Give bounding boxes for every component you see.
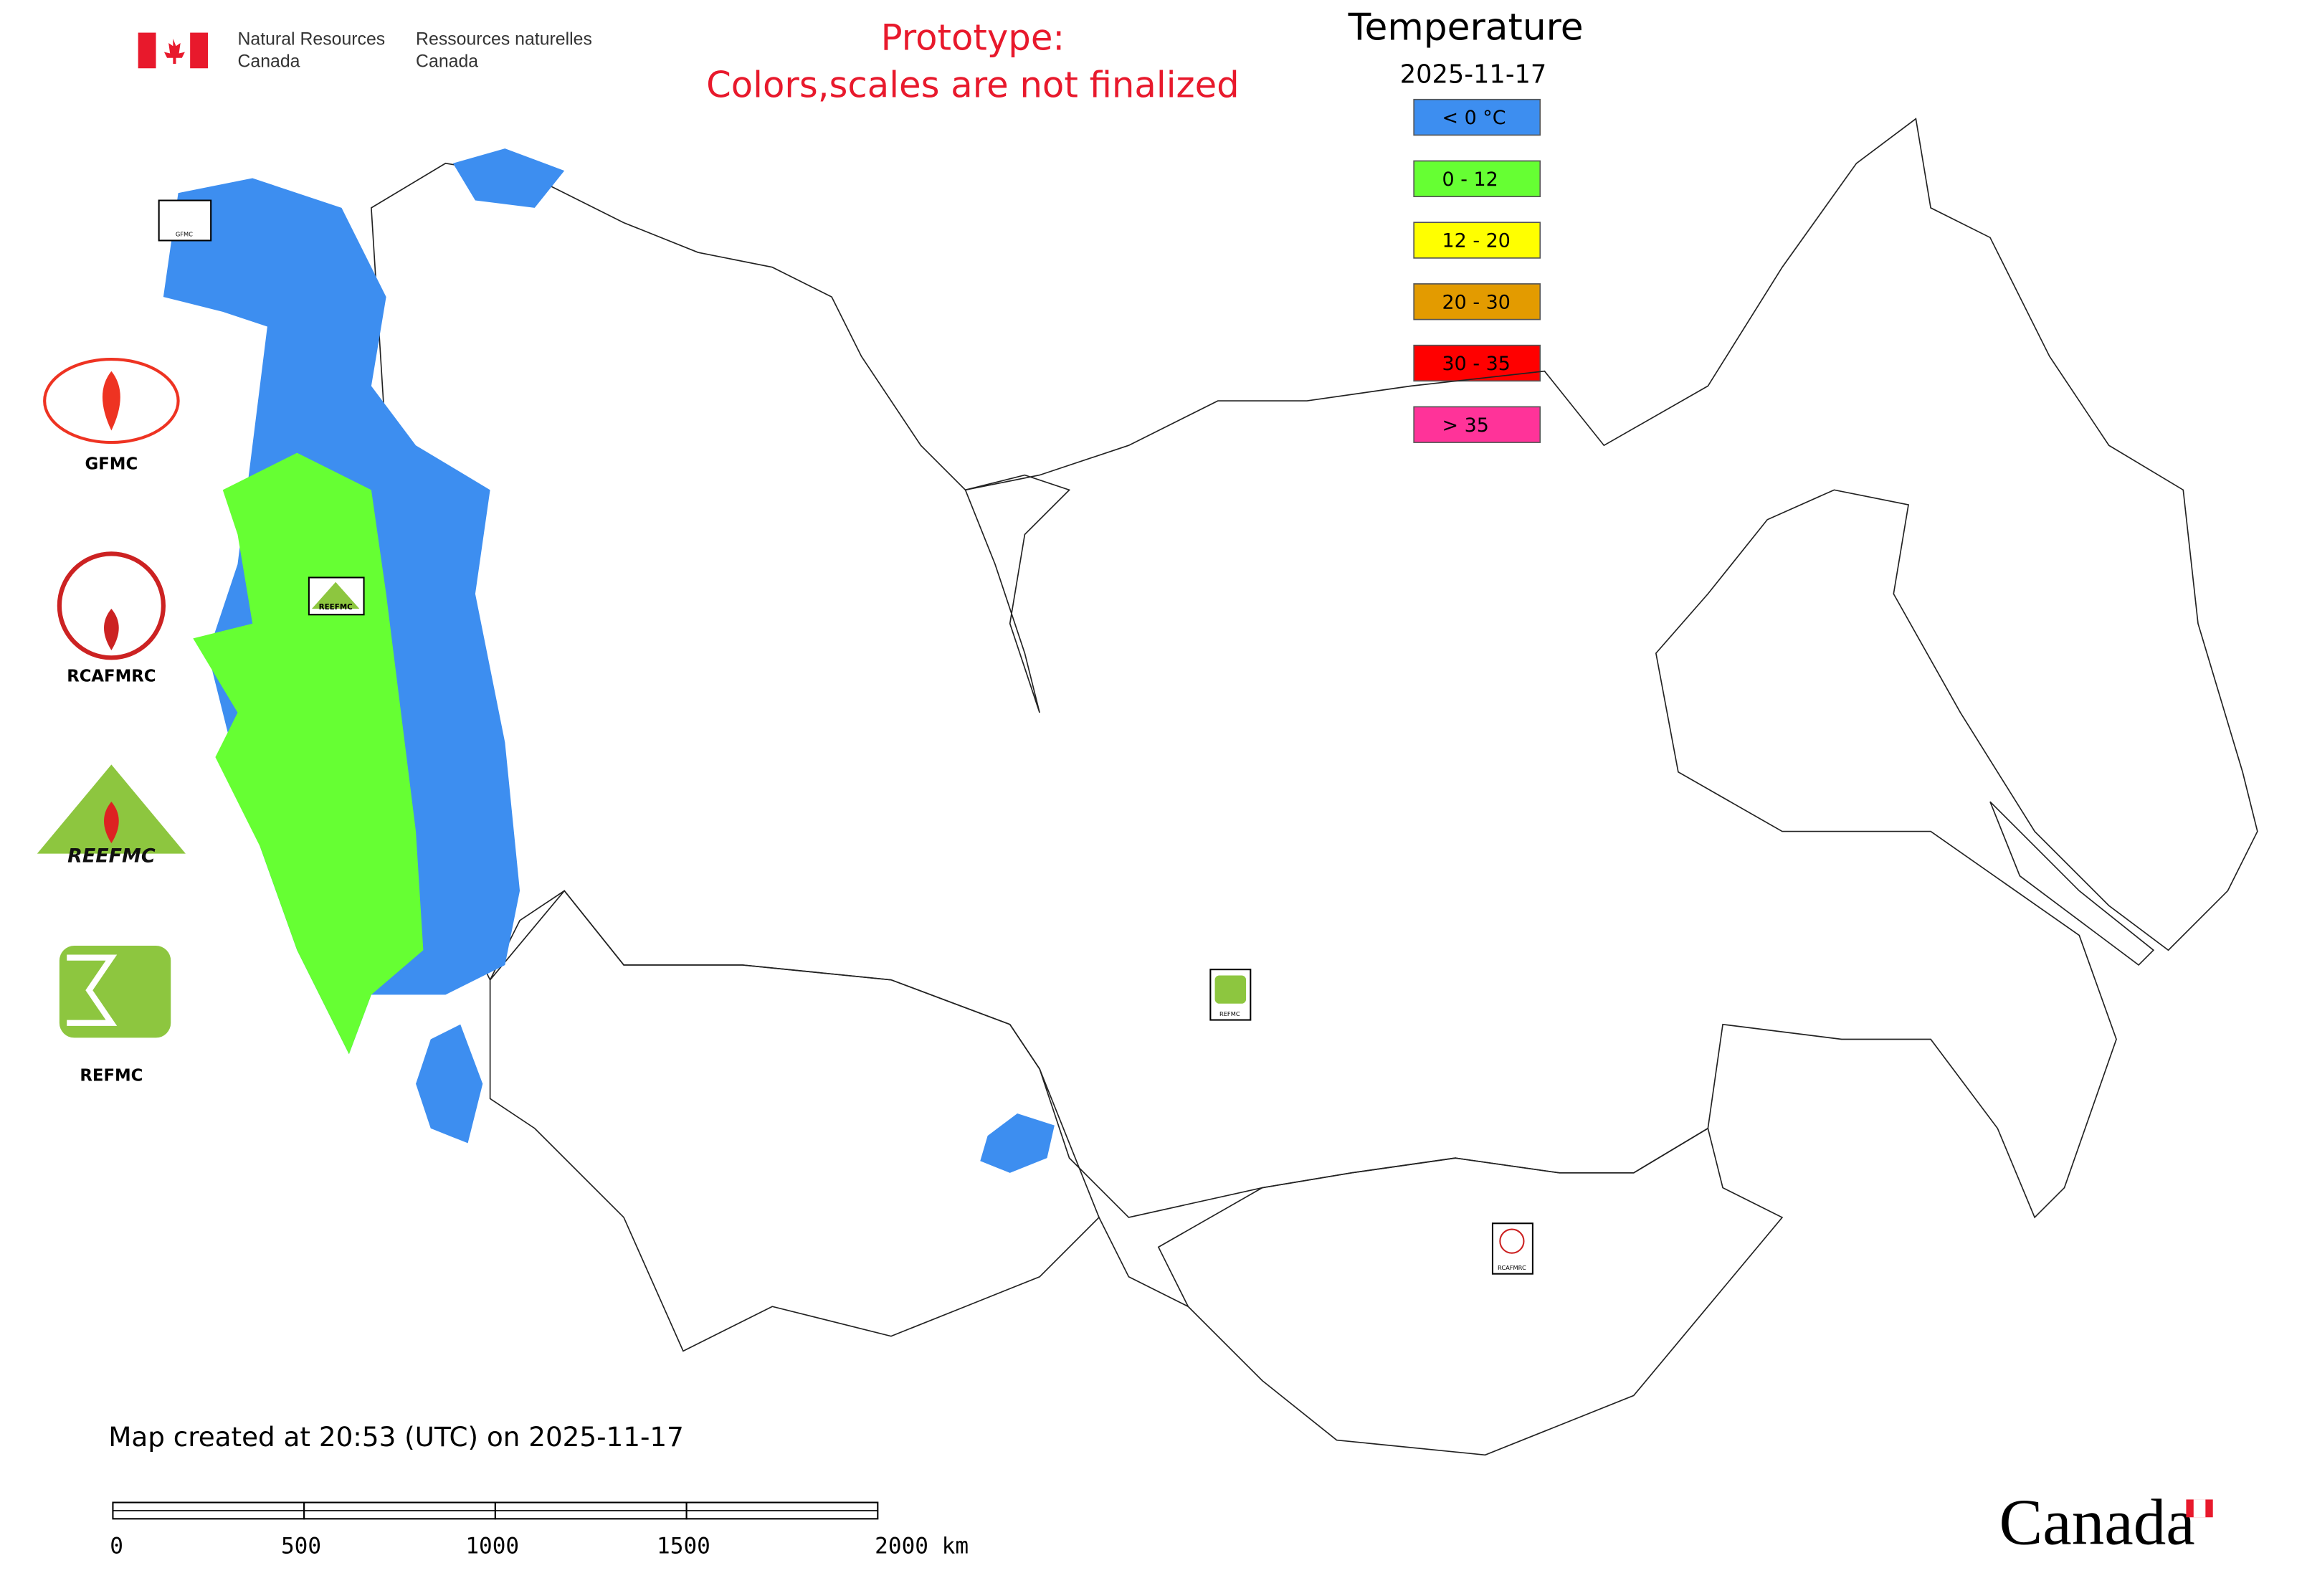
marker-label: GFMC xyxy=(176,231,193,238)
scale-label: 2000 km xyxy=(875,1534,969,1559)
dept-en-2: Canada xyxy=(237,52,300,72)
wordmark-flag-center xyxy=(2193,1499,2206,1518)
map-markers: GFMC REEFMC REFMC RCAFMRC xyxy=(158,199,1533,1275)
scale-label: 500 xyxy=(281,1534,321,1559)
legend-swatch xyxy=(1413,283,1541,320)
side-logos: GFMC RCAFMRC REEFMC REFMC xyxy=(37,358,186,1086)
scale-label: 1000 xyxy=(465,1534,519,1559)
legend-label: 30 - 35 xyxy=(1442,353,1511,375)
marker-label: REEFMC xyxy=(319,603,353,612)
side-logo-label: REFMC xyxy=(80,1067,143,1086)
novaya-zemlya xyxy=(964,474,1071,713)
legend-label: < 0 °C xyxy=(1442,107,1506,129)
rcafmrc-logo xyxy=(57,551,166,660)
flag-bar xyxy=(138,32,156,69)
temperature-below-zero-region xyxy=(416,1024,483,1144)
legend-swatch xyxy=(1413,98,1541,136)
kazakhstan-outline xyxy=(489,890,1100,1352)
temperature-0-12-region xyxy=(193,452,424,1055)
legend-swatch xyxy=(1413,344,1541,382)
notice-line-1: Prototype: xyxy=(881,16,1065,58)
legend: < 0 °C 0 - 12 12 - 20 20 - 30 30 - 35 > 35 xyxy=(1413,98,1541,443)
marker-icon xyxy=(312,581,360,609)
russia-outline xyxy=(371,118,2258,1219)
legend-label: 12 - 20 xyxy=(1442,230,1511,252)
creation-note: Map created at 20:53 (UTC) on 2025-11-17 xyxy=(108,1421,684,1453)
sakhalin xyxy=(1989,801,2155,966)
side-logo-label: GFMC xyxy=(85,455,138,474)
marker-label: REFMC xyxy=(1219,1010,1240,1017)
scale-bar: 0 500 1000 1500 2000 km xyxy=(110,1501,969,1559)
flame-icon xyxy=(104,802,119,844)
side-logo-label: RCAFMRC xyxy=(67,668,156,686)
dept-fr-2: Canada xyxy=(416,52,478,72)
legend-label: 0 - 12 xyxy=(1442,168,1498,191)
dept-en-1: Natural Resources xyxy=(237,29,385,49)
nrcan-signature: Natural Resources Canada Ressources natu… xyxy=(138,29,592,72)
scale-label: 0 xyxy=(110,1534,123,1559)
side-logo-label: REEFMC xyxy=(67,845,156,867)
sigma-icon xyxy=(67,954,118,1026)
marker-box xyxy=(158,199,212,242)
legend-swatch xyxy=(1413,222,1541,259)
legend-label: > 35 xyxy=(1442,414,1489,437)
legend-swatch xyxy=(1413,160,1541,197)
marker-icon xyxy=(1499,1228,1525,1254)
flame-icon xyxy=(104,608,119,650)
maple-leaf xyxy=(163,38,185,65)
gfmc-logo xyxy=(43,358,180,445)
marker-box xyxy=(1491,1222,1533,1275)
temperature-below-zero-region xyxy=(980,1113,1055,1173)
legend-swatch xyxy=(1413,406,1541,443)
marker-label: RCAFMRC xyxy=(1498,1264,1526,1271)
notice-line-2: Colors,scales are not finalized xyxy=(706,65,1240,106)
dept-fr-1: Ressources naturelles xyxy=(416,29,592,49)
flag-bar xyxy=(190,32,209,69)
flame-icon xyxy=(102,371,120,431)
legend-date: 2025-11-17 xyxy=(1400,60,1547,90)
china-border xyxy=(1098,1217,1189,1307)
canada-wordmark: Canada xyxy=(1999,1486,2194,1559)
scale-label: 1500 xyxy=(657,1534,710,1559)
legend-label: 20 - 30 xyxy=(1442,291,1511,313)
marker-icon xyxy=(1214,975,1247,1004)
mongolia-outline xyxy=(1157,1127,1784,1456)
temperature-below-zero-region xyxy=(452,148,565,208)
refmc-logo xyxy=(59,946,171,1038)
legend-title: Temperature xyxy=(1348,6,1584,49)
